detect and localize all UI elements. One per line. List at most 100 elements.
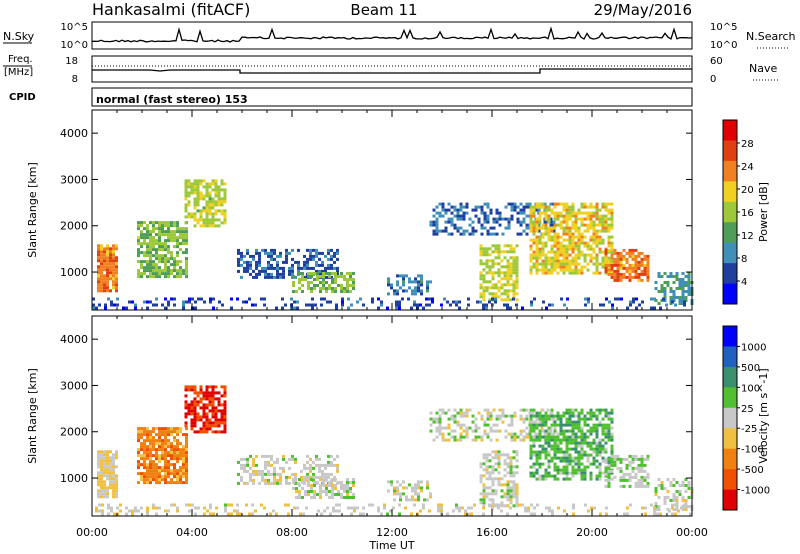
power-cell bbox=[509, 298, 513, 302]
power-cell bbox=[503, 289, 507, 293]
power-cell bbox=[497, 244, 501, 248]
power-cell bbox=[158, 260, 161, 264]
velocity-cell bbox=[331, 493, 334, 496]
velocity-cell bbox=[675, 481, 679, 484]
velocity-cell bbox=[522, 435, 526, 439]
velocity-cell bbox=[527, 509, 530, 513]
power-cell bbox=[577, 268, 581, 272]
power-cell bbox=[565, 268, 569, 272]
velocity-cell bbox=[598, 471, 602, 475]
velocity-cell bbox=[146, 430, 149, 434]
y-tick-label: 1000 bbox=[60, 266, 88, 279]
velocity-cell bbox=[470, 512, 473, 516]
power-cell bbox=[589, 220, 593, 224]
velocity-cell bbox=[399, 498, 402, 502]
velocity-cell bbox=[587, 509, 590, 513]
velocity-cell bbox=[152, 436, 155, 440]
power-cell bbox=[298, 278, 301, 281]
power-cell bbox=[595, 259, 599, 263]
power-cell bbox=[586, 205, 590, 209]
velocity-cell bbox=[193, 403, 197, 407]
velocity-cell bbox=[176, 506, 179, 510]
power-cell bbox=[155, 221, 158, 225]
velocity-cell bbox=[236, 509, 239, 513]
velocity-cell bbox=[601, 444, 605, 448]
power-cell bbox=[628, 269, 632, 273]
velocity-cell bbox=[562, 459, 566, 463]
power-cell bbox=[196, 185, 200, 189]
power-cell bbox=[220, 188, 224, 192]
velocity-cell bbox=[538, 432, 542, 436]
velocity-cell bbox=[601, 471, 605, 475]
velocity-cell bbox=[453, 417, 457, 421]
velocity-cell bbox=[109, 480, 112, 484]
power-cell bbox=[140, 230, 143, 234]
velocity-cell bbox=[607, 478, 611, 482]
velocity-cell bbox=[559, 456, 563, 460]
velocity-cell bbox=[583, 453, 587, 457]
velocity-cell bbox=[462, 411, 466, 415]
velocity-cell bbox=[571, 438, 575, 442]
velocity-cell bbox=[149, 454, 152, 458]
velocity-cell bbox=[176, 478, 179, 482]
power-cell bbox=[137, 224, 140, 228]
velocity-cell bbox=[497, 471, 501, 475]
power-cell bbox=[152, 303, 155, 307]
power-cell bbox=[592, 223, 596, 227]
power-cell bbox=[486, 232, 490, 236]
power-cell bbox=[255, 266, 258, 270]
velocity-cell bbox=[628, 460, 632, 464]
velocity-cell bbox=[583, 435, 587, 439]
power-cell bbox=[471, 229, 475, 233]
velocity-cell bbox=[586, 435, 590, 439]
velocity-cell bbox=[610, 460, 614, 464]
velocity-cell bbox=[137, 454, 140, 458]
power-cell bbox=[237, 257, 240, 261]
power-cell bbox=[106, 274, 109, 278]
power-cell bbox=[580, 202, 584, 206]
velocity-cell bbox=[187, 388, 191, 392]
power-cell bbox=[158, 272, 161, 276]
power-cell bbox=[411, 289, 414, 293]
velocity-cell bbox=[389, 509, 392, 513]
power-cell bbox=[515, 262, 519, 266]
velocity-cell bbox=[199, 397, 203, 401]
power-cell bbox=[249, 272, 252, 276]
power-cell bbox=[538, 214, 542, 218]
velocity-cell bbox=[532, 429, 536, 433]
velocity-cell bbox=[185, 475, 188, 479]
power-cell bbox=[607, 265, 611, 269]
velocity-cell bbox=[556, 411, 560, 415]
velocity-cell bbox=[459, 411, 463, 415]
velocity-cell bbox=[595, 417, 599, 421]
power-cell bbox=[598, 262, 602, 266]
velocity-cell bbox=[211, 421, 215, 425]
velocity-cell bbox=[544, 477, 548, 481]
power-cell bbox=[110, 303, 113, 307]
power-cell bbox=[497, 274, 501, 278]
power-cell bbox=[568, 226, 572, 230]
velocity-cell bbox=[273, 481, 276, 485]
velocity-cell bbox=[572, 506, 575, 510]
power-cell bbox=[149, 242, 152, 246]
power-cell bbox=[273, 248, 276, 252]
power-cell bbox=[637, 275, 641, 279]
velocity-cell bbox=[595, 465, 599, 469]
velocity-cell bbox=[223, 385, 227, 389]
velocity-cell bbox=[248, 512, 251, 516]
velocity-cell bbox=[556, 465, 560, 469]
velocity-cell bbox=[610, 450, 614, 454]
power-cell bbox=[634, 248, 638, 252]
power-cell bbox=[140, 251, 143, 255]
power-cell bbox=[577, 262, 581, 266]
velocity-cell bbox=[322, 481, 325, 484]
power-cell bbox=[687, 281, 691, 284]
power-cell bbox=[580, 220, 584, 224]
velocity-cell bbox=[196, 418, 200, 422]
nsky-panel: N.Sky 10^5 10^0 10^5 10^0 N.Search bbox=[3, 21, 796, 51]
power-cell bbox=[426, 283, 429, 287]
velocity-cell bbox=[179, 472, 182, 476]
velocity-cell bbox=[347, 506, 350, 510]
power-cell bbox=[574, 229, 578, 233]
